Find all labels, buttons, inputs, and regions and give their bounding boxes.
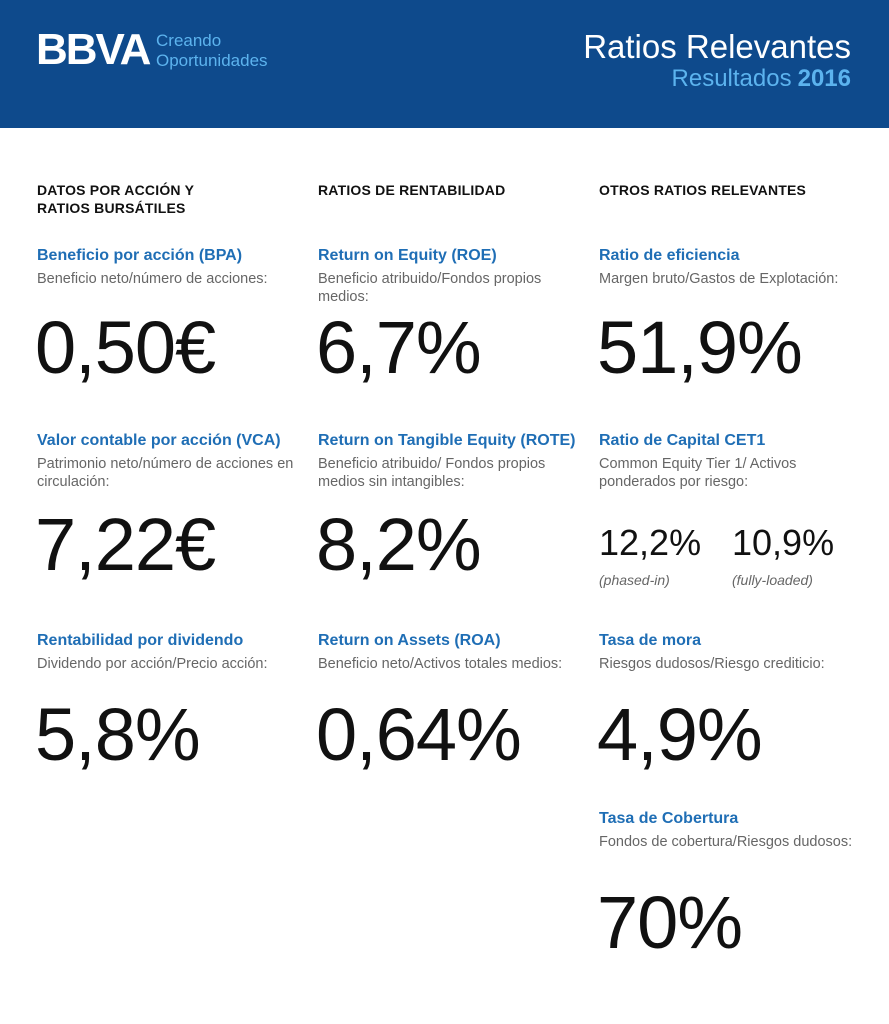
logo-tagline: Creando Oportunidades <box>156 31 268 71</box>
header-banner: BBVA Creando Oportunidades Ratios Releva… <box>0 0 889 128</box>
metric-value: 6,7% <box>316 306 482 389</box>
metric-value: 4,9% <box>597 693 763 776</box>
column-heading-per-share: DATOS POR ACCIÓN Y RATIOS BURSÁTILES <box>37 181 277 217</box>
metric-value: 7,22€ <box>35 503 216 586</box>
page-title: Ratios Relevantes <box>583 28 851 65</box>
metric-title: Tasa de Cobertura <box>599 810 739 827</box>
metric-value: 70% <box>597 881 743 964</box>
metric-title: Return on Tangible Equity (ROTE) <box>318 432 576 449</box>
metric-title: Tasa de mora <box>599 632 701 649</box>
metric-title: Valor contable por acción (VCA) <box>37 432 281 449</box>
metric-description: Dividendo por acción/Precio acción: <box>37 656 268 672</box>
metric-value: 51,9% <box>597 306 803 389</box>
metric-title: Ratio de eficiencia <box>599 247 740 264</box>
cet1-fully-loaded-value: 10,9% <box>732 522 835 563</box>
page-subtitle: Resultados 2016 <box>672 65 851 93</box>
metric-description: Riesgos dudosos/Riesgo crediticio: <box>599 656 825 672</box>
metric-description: Margen bruto/Gastos de Explotación: <box>599 271 839 287</box>
metric-dividend-yield: Rentabilidad por dividendo Dividendo por… <box>35 631 299 775</box>
metric-value: 0,64% <box>316 693 522 776</box>
metric-description: Patrimonio neto/número de acciones en ci… <box>37 456 294 490</box>
metric-title: Return on Equity (ROE) <box>318 247 497 264</box>
heading-line-1: OTROS RATIOS RELEVANTES <box>599 182 807 198</box>
bbva-logo: BBVA <box>36 25 151 74</box>
metric-roe: Return on Equity (ROE) Beneficio atribui… <box>316 246 580 388</box>
column-heading-profitability: RATIOS DE RENTABILIDAD <box>318 181 558 199</box>
metric-npl-ratio: Tasa de mora Riesgos dudosos/Riesgo cred… <box>597 631 861 775</box>
subtitle-text: Resultados <box>671 65 792 92</box>
cet1-fully-loaded-note: (fully-loaded) <box>732 572 813 588</box>
metric-rote: Return on Tangible Equity (ROTE) Benefic… <box>316 431 580 585</box>
column-heading-other: OTROS RATIOS RELEVANTES <box>599 181 839 199</box>
metric-vca: Valor contable por acción (VCA) Patrimon… <box>35 431 299 585</box>
heading-line-1: DATOS POR ACCIÓN Y <box>37 182 195 198</box>
metric-value: 5,8% <box>35 693 201 776</box>
subtitle-year: 2016 <box>797 65 851 92</box>
cet1-phased-in-value: 12,2% <box>599 522 702 563</box>
metric-value: 8,2% <box>316 503 482 586</box>
cet1-phased-in-note: (phased-in) <box>599 572 670 588</box>
metric-value: 0,50€ <box>35 306 216 389</box>
heading-line-2: RATIOS BURSÁTILES <box>37 200 186 216</box>
metric-description: Beneficio atribuido/ Fondos propios medi… <box>318 456 546 490</box>
metric-coverage-ratio: Tasa de Cobertura Fondos de cobertura/Ri… <box>597 809 861 963</box>
metric-description: Common Equity Tier 1/ Activos ponderados… <box>599 456 797 490</box>
metric-bpa: Beneficio por acción (BPA) Beneficio net… <box>35 246 299 388</box>
metric-description: Beneficio neto/número de acciones: <box>37 271 268 287</box>
heading-line-1: RATIOS DE RENTABILIDAD <box>318 182 506 198</box>
metric-description: Fondos de cobertura/Riesgos dudosos: <box>599 834 853 850</box>
metric-efficiency: Ratio de eficiencia Margen bruto/Gastos … <box>597 246 861 388</box>
metric-cet1: Ratio de Capital CET1 Common Equity Tier… <box>599 431 861 588</box>
metric-title: Ratio de Capital CET1 <box>599 432 766 449</box>
metric-title: Beneficio por acción (BPA) <box>37 247 243 264</box>
metric-description: Beneficio neto/Activos totales medios: <box>318 656 563 672</box>
tagline-line-1: Creando <box>156 31 222 50</box>
tagline-line-2: Oportunidades <box>156 51 268 70</box>
metric-title: Return on Assets (ROA) <box>318 632 501 649</box>
metric-title: Rentabilidad por dividendo <box>37 632 244 649</box>
metric-description: Beneficio atribuido/Fondos propios medio… <box>318 271 542 305</box>
metric-roa: Return on Assets (ROA) Beneficio neto/Ac… <box>316 631 580 775</box>
